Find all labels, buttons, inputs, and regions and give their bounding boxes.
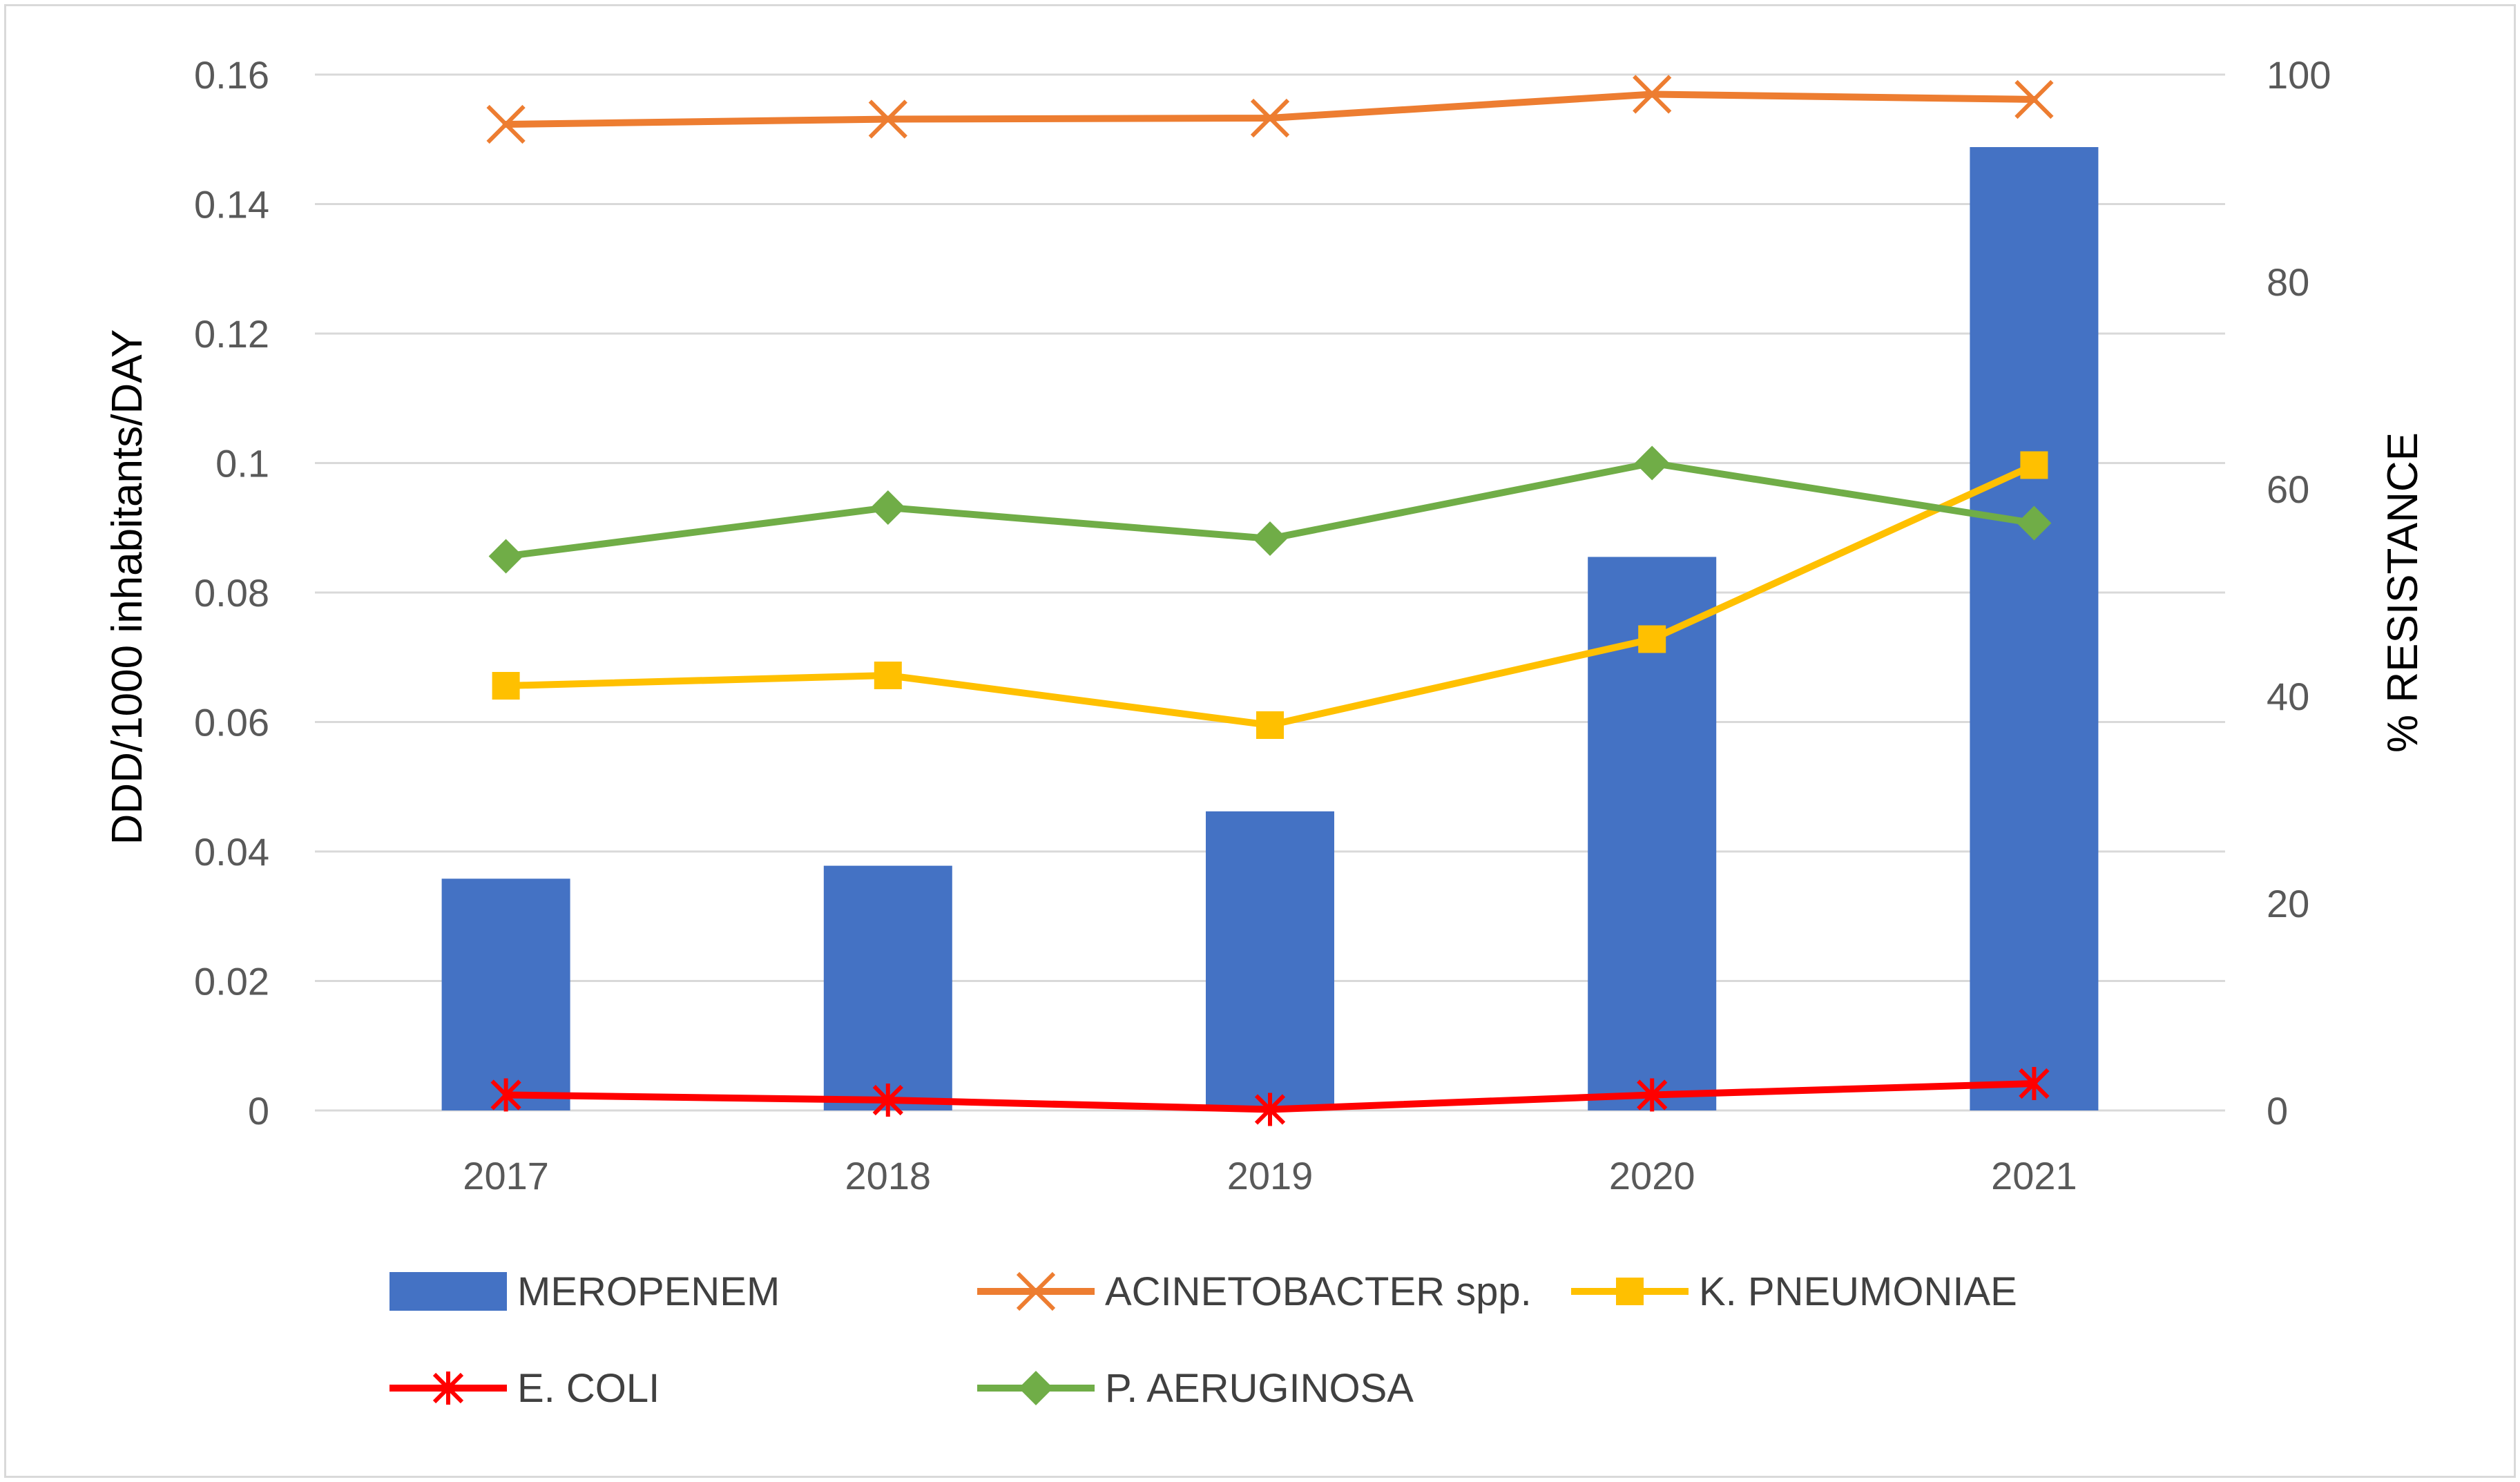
legend-item: ACINETOBACTER spp. [977,1269,1532,1314]
right-axis-title: % RESISTANCE [2379,432,2427,753]
left-tick-label: 0 [248,1089,269,1133]
left-tick-label: 0.14 [194,183,269,227]
left-axis-title: DDD/1000 inhabitants/DAY [104,329,151,845]
data-point-marker [2017,506,2052,541]
x-tick-label: 2021 [1991,1154,2077,1197]
line-series-p-aeruginosa [488,445,2052,574]
line-series-layer [486,75,2054,1126]
marker-stroke [486,104,526,144]
left-tick-label: 0.06 [194,701,269,744]
bar [1970,147,2099,1110]
x-tick-label: 2019 [1227,1154,1314,1197]
data-point-marker [492,672,520,700]
right-tick-label: 60 [2267,468,2309,511]
legend-label: MEROPENEM [517,1269,780,1314]
gridlines [315,73,2225,1112]
left-tick-label: 0.16 [194,53,269,97]
marker-stroke [2014,79,2054,119]
x-tick-label: 2018 [845,1154,932,1197]
right-tick-label: 80 [2267,260,2309,304]
data-point-marker [870,490,905,525]
legend-label: P. AERUGINOSA [1105,1366,1414,1411]
right-tick-label: 20 [2267,882,2309,925]
data-point-marker [490,1078,521,1112]
data-point-marker [1638,625,1666,653]
data-point-marker [1256,711,1284,739]
bar-series-meropenem [441,147,2099,1110]
legend-label: ACINETOBACTER spp. [1105,1269,1532,1314]
bar [441,878,570,1110]
series-line [502,461,2038,729]
left-tick-label: 0.08 [194,571,269,615]
data-point-marker [486,104,526,144]
data-point-marker [2019,1067,2050,1100]
line-series-k-pneumoniae [492,451,2048,739]
x-tick-label: 2017 [463,1154,549,1197]
marker-stroke [868,99,907,139]
x-axis: 2017 2018 2019 2020 2021 [463,1154,2077,1197]
marker-stroke [1250,98,1290,138]
marker-stroke [1633,75,1672,114]
right-tick-label: 40 [2267,675,2309,718]
legend-item: K. PNEUMONIAE [1571,1269,2017,1314]
data-point-marker [872,1084,903,1117]
bar [1206,811,1334,1110]
bar [823,865,952,1110]
data-point-marker [1637,1078,1668,1112]
x-tick-label: 2020 [1609,1154,1695,1197]
legend-label: E. COLI [517,1366,660,1411]
data-point-marker [1250,98,1290,138]
data-point-marker [874,662,902,689]
data-point-marker [2020,451,2048,479]
line-series-e-coli [490,1067,2050,1126]
right-y-axis: 0 20 40 60 80 100 [2267,53,2331,1133]
left-tick-label: 0.12 [194,312,269,356]
marker-stroke [1016,1271,1056,1311]
legend-marker [1016,1271,1056,1311]
left-y-axis: 0 0.02 0.04 0.06 0.08 0.1 0.12 0.14 0.16 [194,53,269,1133]
right-tick-label: 100 [2267,53,2331,97]
data-point-marker [1633,75,1672,114]
right-tick-label: 0 [2267,1089,2288,1133]
data-point-marker [1635,445,1670,481]
left-tick-label: 0.02 [194,960,269,1003]
line-series-acinetobacter-spp [486,75,2054,144]
legend-item: P. AERUGINOSA [977,1366,1414,1411]
data-point-marker [1254,1093,1286,1126]
legend-marker [1019,1371,1053,1405]
legend-swatch [389,1272,507,1311]
data-point-marker [488,539,523,574]
left-tick-label: 0.04 [194,830,269,874]
data-point-marker [2014,79,2054,119]
legend-label: K. PNEUMONIAE [1699,1269,2017,1314]
legend-item: E. COLI [389,1366,660,1411]
left-tick-label: 0.1 [215,442,269,485]
legend-marker [1616,1278,1644,1305]
legend-item: MEROPENEM [389,1269,780,1314]
data-point-marker [1253,521,1287,556]
data-point-marker [868,99,907,139]
legend: MEROPENEM ACINETOBACTER spp. K. PNEUMONIAE… [389,1269,2017,1411]
legend-marker [432,1372,464,1405]
